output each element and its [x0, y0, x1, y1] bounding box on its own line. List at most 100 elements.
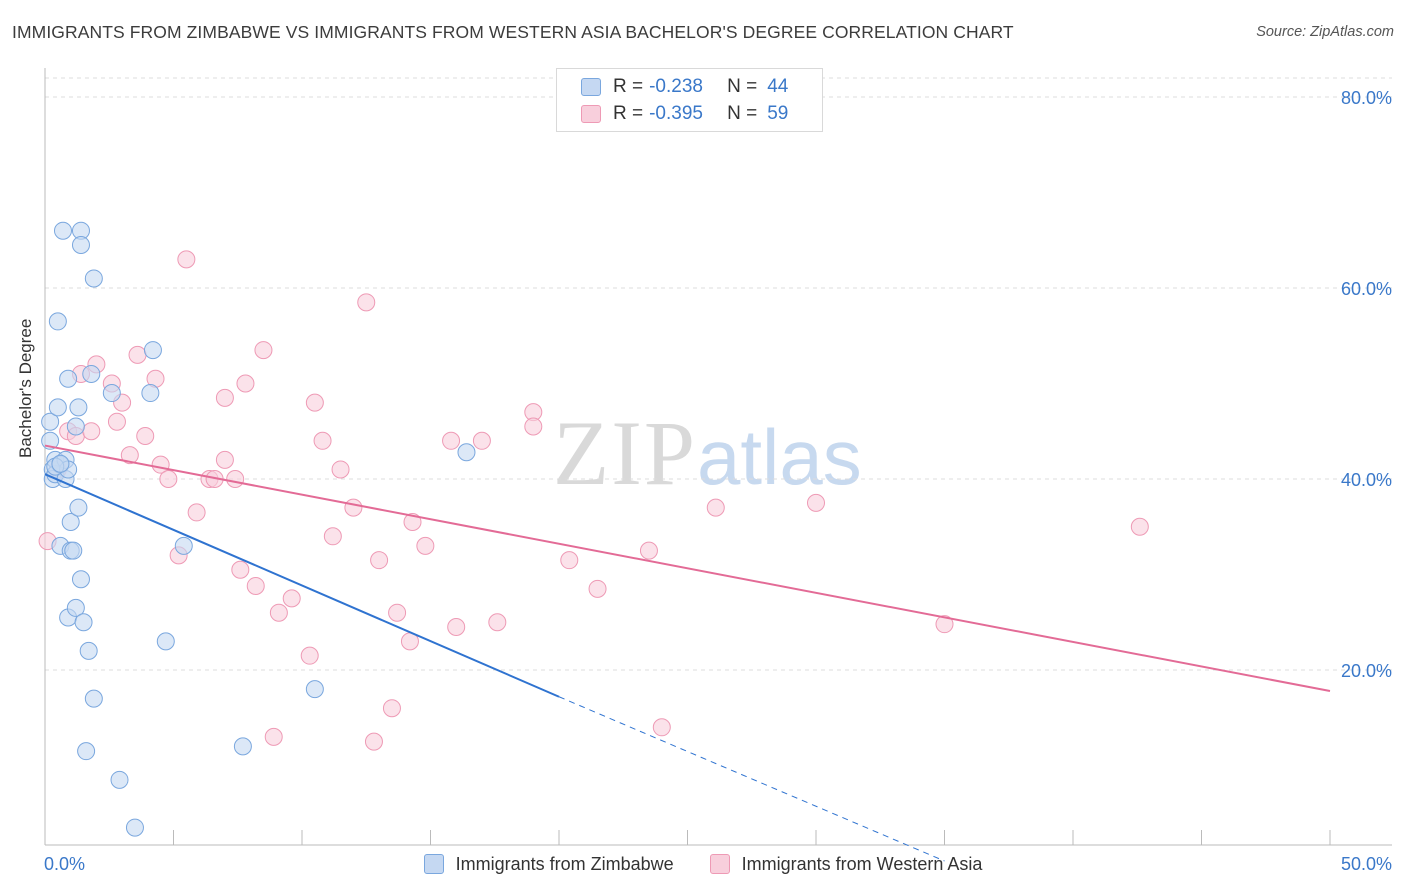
- zimbabwe-point: [71, 570, 90, 589]
- western-asia-point: [120, 446, 139, 465]
- zimbabwe-point: [233, 737, 252, 756]
- western-asia-point: [639, 541, 658, 560]
- western-asia-point: [370, 551, 389, 570]
- r-label: R =: [613, 76, 644, 97]
- series-legend: Immigrants from Zimbabwe Immigrants from…: [0, 851, 1406, 877]
- zimbabwe-swatch: [581, 78, 601, 96]
- y-tick-label: 60.0%: [1341, 279, 1392, 299]
- western-asia-legend-swatch: [709, 854, 730, 874]
- legend-label-western-asia: Immigrants from Western Asia: [741, 853, 983, 874]
- zimbabwe-point: [82, 364, 101, 383]
- western-asia-point: [254, 341, 273, 360]
- r-label: R =: [613, 103, 644, 124]
- watermark: ZIPatlas: [553, 400, 862, 506]
- western-asia-point: [935, 615, 954, 634]
- zimbabwe-point: [66, 417, 85, 436]
- n-label: N =: [727, 76, 758, 97]
- zimbabwe-point: [457, 443, 476, 462]
- r-value: -0.238: [649, 76, 703, 97]
- zimbabwe-point: [74, 613, 93, 632]
- western-asia-point: [282, 589, 301, 608]
- x-tick-label: 0.0%: [44, 854, 85, 874]
- western-asia-point: [82, 422, 101, 441]
- zimbabwe-point: [69, 498, 88, 517]
- western-asia-point: [269, 603, 288, 622]
- n-value: 59: [767, 103, 789, 124]
- zimbabwe-point: [59, 369, 78, 388]
- zimbabwe-point: [71, 236, 90, 255]
- zimbabwe-point: [48, 312, 67, 331]
- western-asia-point: [442, 431, 461, 450]
- y-tick-label: 80.0%: [1341, 88, 1392, 108]
- zimbabwe-point: [61, 512, 80, 531]
- source-credit: Source: ZipAtlas.com: [1256, 24, 1394, 40]
- western-asia-trend-line: [44, 444, 1331, 692]
- r-value: -0.395: [649, 103, 703, 124]
- zimbabwe-point: [84, 689, 103, 708]
- western-asia-point: [323, 527, 342, 546]
- western-asia-point: [560, 551, 579, 570]
- western-asia-point: [107, 412, 126, 431]
- zimbabwe-trend-extension: [558, 696, 945, 862]
- western-asia-point: [187, 503, 206, 522]
- zimbabwe-point: [64, 541, 83, 560]
- western-asia-point: [305, 393, 324, 412]
- western-asia-point: [652, 718, 671, 737]
- zimbabwe-point: [141, 384, 160, 403]
- zimbabwe-point: [156, 632, 175, 651]
- y-axis-label: Bachelor's Degree: [16, 318, 35, 458]
- western-asia-point: [447, 618, 466, 637]
- zimbabwe-point: [66, 598, 85, 617]
- western-asia-point: [364, 732, 383, 751]
- zimbabwe-point: [174, 536, 193, 555]
- western-asia-point: [177, 250, 196, 269]
- zimbabwe-point: [77, 742, 96, 761]
- western-asia-point: [588, 579, 607, 598]
- y-tick-label: 40.0%: [1341, 470, 1392, 490]
- western-asia-point: [300, 646, 319, 665]
- y-tick-label: 20.0%: [1341, 661, 1392, 681]
- x-tick-label: 50.0%: [1341, 854, 1392, 874]
- chart-title: IMMIGRANTS FROM ZIMBABWE VS IMMIGRANTS F…: [12, 22, 1014, 42]
- western-asia-point: [472, 431, 491, 450]
- western-asia-point: [159, 470, 178, 488]
- western-asia-point: [226, 470, 245, 488]
- legend-item-western-asia[interactable]: Immigrants from Western Asia: [709, 853, 983, 875]
- watermark-atlas: atlas: [697, 413, 862, 501]
- n-label: N =: [727, 103, 758, 124]
- zimbabwe-point: [51, 454, 70, 473]
- western-asia-point: [706, 498, 725, 517]
- western-asia-point: [136, 427, 155, 446]
- western-asia-point: [807, 493, 825, 512]
- zimbabwe-point: [41, 412, 60, 431]
- legend-item-zimbabwe[interactable]: Immigrants from Zimbabwe: [423, 853, 674, 875]
- western-asia-swatch: [581, 105, 601, 123]
- western-asia-point: [331, 460, 350, 479]
- western-asia-point: [313, 431, 332, 450]
- western-asia-point: [236, 374, 255, 393]
- zimbabwe-point: [84, 269, 103, 288]
- zimbabwe-point: [48, 398, 67, 417]
- western-asia-point: [524, 417, 543, 436]
- western-asia-point: [357, 293, 376, 312]
- zimbabwe-point: [69, 398, 88, 417]
- western-asia-point: [231, 560, 250, 579]
- western-asia-point: [382, 699, 401, 718]
- zimbabwe-legend-swatch: [423, 854, 444, 874]
- zimbabwe-point: [102, 384, 121, 403]
- n-value: 44: [767, 76, 789, 97]
- zimbabwe-point: [125, 818, 144, 837]
- western-asia-point: [246, 576, 265, 595]
- watermark-zip: ZIP: [553, 402, 697, 504]
- zimbabwe-point: [53, 221, 72, 240]
- western-asia-point: [215, 450, 234, 469]
- western-asia-point: [215, 388, 234, 407]
- legend-label-zimbabwe: Immigrants from Zimbabwe: [455, 853, 674, 874]
- western-asia-point: [344, 498, 363, 517]
- stats-row-western-asia: R = -0.395 N = 59: [581, 102, 788, 126]
- western-asia-point: [416, 536, 435, 555]
- western-asia-point: [128, 345, 147, 364]
- zimbabwe-point: [110, 770, 129, 789]
- zimbabwe-trend-line: [44, 473, 560, 698]
